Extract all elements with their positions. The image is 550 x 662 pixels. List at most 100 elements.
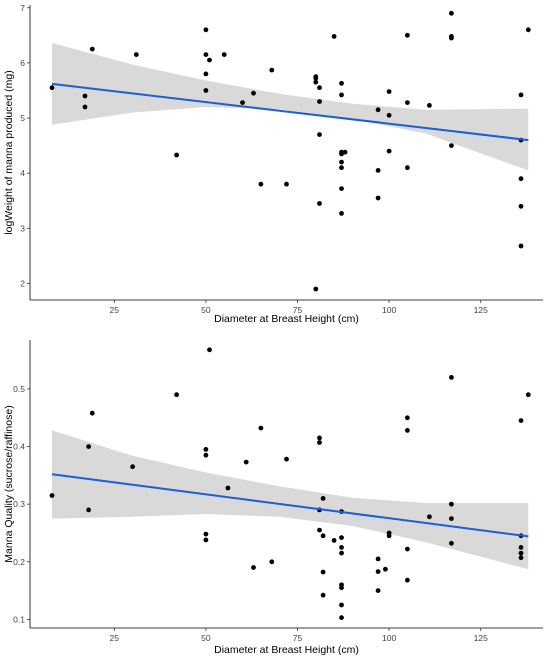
chart1-point-44 xyxy=(427,103,432,108)
chart2-point-48 xyxy=(449,540,454,546)
chart1-point-49 xyxy=(518,92,524,98)
chart2-point-29 xyxy=(339,550,344,556)
chart1-y-tick-label-3: 5 xyxy=(20,113,25,123)
chart1-y-tick-label-4: 6 xyxy=(20,58,25,68)
chart1-point-23 xyxy=(317,132,322,138)
chart2-point-28 xyxy=(339,545,344,550)
chart2-point-0 xyxy=(49,493,55,498)
chart1-point-16 xyxy=(284,181,289,187)
chart2-point-34 xyxy=(375,556,381,562)
chart2-point-25 xyxy=(331,538,337,543)
chart2-point-4 xyxy=(130,464,136,470)
chart1-point-43 xyxy=(405,165,410,171)
chart1-point-27 xyxy=(339,92,344,98)
chart2-point-49 xyxy=(518,418,524,423)
chart1-y-tick-label-1: 3 xyxy=(20,223,25,233)
chart2-point-43 xyxy=(405,577,410,583)
chart1-x-axis-title: Diameter at Breast Height (cm) xyxy=(214,313,359,325)
chart1-point-53 xyxy=(518,243,524,249)
chart1-point-12 xyxy=(240,100,245,105)
chart2-point-52 xyxy=(518,550,524,556)
chart2-fit-line xyxy=(51,473,529,538)
chart2-point-47 xyxy=(449,516,454,521)
chart2-x-tick-label-4: 125 xyxy=(474,633,488,643)
chart2-point-3 xyxy=(89,410,95,416)
chart2-point-54 xyxy=(525,392,531,398)
chart1-point-47 xyxy=(449,35,454,41)
chart2-confidence-band xyxy=(52,430,529,570)
chart2-point-32 xyxy=(339,602,344,608)
chart1-x-tick-label-3: 100 xyxy=(382,305,396,315)
chart2-point-24 xyxy=(320,592,326,598)
chart1-point-6 xyxy=(203,27,209,33)
chart2-point-15 xyxy=(269,559,275,565)
chart1-point-35 xyxy=(375,107,381,113)
chart1-point-11 xyxy=(221,52,227,57)
chart2-point-23 xyxy=(320,569,326,575)
chart1-point-54 xyxy=(525,27,531,33)
chart2-point-1 xyxy=(86,444,91,449)
chart2-point-51 xyxy=(518,545,524,550)
chart1-point-36 xyxy=(375,168,381,173)
chart2-point-13 xyxy=(251,565,256,570)
chart2-point-42 xyxy=(405,546,410,552)
chart2-point-44 xyxy=(427,514,432,520)
chart2-y-tick-label-1: 0.2 xyxy=(13,557,25,567)
chart2-point-14 xyxy=(258,425,264,431)
chart1-x-tick-label-1: 50 xyxy=(201,305,211,315)
chart1-x-tick-label-2: 75 xyxy=(293,305,303,315)
chart2-point-17 xyxy=(317,435,322,441)
chart1-point-30 xyxy=(339,159,344,165)
chart2-y-axis-title: Manna Quality (sucrose/raffinose) xyxy=(3,405,15,562)
chart1-point-8 xyxy=(203,71,209,77)
chart2-point-8 xyxy=(203,531,209,537)
chart1-x-tick-label-4: 125 xyxy=(474,305,488,315)
chart2-y-tick-label-3: 0.4 xyxy=(13,442,25,452)
chart1-point-7 xyxy=(203,52,209,57)
chart1-point-25 xyxy=(331,34,337,39)
chart2-point-10 xyxy=(207,347,212,353)
chart2-point-21 xyxy=(320,496,326,501)
chart2-x-axis-title: Diameter at Breast Height (cm) xyxy=(214,644,359,656)
chart1-point-15 xyxy=(269,67,275,73)
chart1-point-29 xyxy=(339,151,344,157)
chart2-point-35 xyxy=(375,569,381,574)
chart1-point-38 xyxy=(386,89,392,94)
chart1-point-51 xyxy=(518,176,524,182)
chart1-point-14 xyxy=(258,181,264,187)
chart1-point-21 xyxy=(317,85,322,91)
chart1-point-24 xyxy=(317,201,322,206)
chart2-point-33 xyxy=(339,615,344,620)
chart2-point-18 xyxy=(317,440,322,445)
chart2-x-tick-label-2: 75 xyxy=(293,633,303,643)
chart2-point-22 xyxy=(320,533,326,539)
chart1-point-9 xyxy=(203,88,209,93)
chart2-point-37 xyxy=(383,566,388,572)
chart2-point-45 xyxy=(449,375,454,380)
chart2-point-40 xyxy=(405,415,410,421)
chart1-point-2 xyxy=(82,104,88,110)
chart1-fit-line xyxy=(51,82,529,142)
chart2-x-tick-label-1: 50 xyxy=(201,633,211,643)
chart1-point-26 xyxy=(339,80,344,86)
chart1-y-tick-label-2: 4 xyxy=(20,168,25,178)
chart2-point-6 xyxy=(203,447,209,452)
chart1-y-tick-label-5: 7 xyxy=(20,3,25,13)
chart1-point-45 xyxy=(449,10,454,16)
chart1-confidence-band xyxy=(52,43,529,171)
chart2-point-36 xyxy=(375,588,381,593)
chart2-y-tick-label-0: 0.1 xyxy=(13,614,25,624)
chart1-point-32 xyxy=(339,186,344,192)
chart1-point-52 xyxy=(518,203,524,209)
chart2-point-39 xyxy=(386,533,392,539)
chart2-point-31 xyxy=(339,585,344,591)
chart1-point-19 xyxy=(313,79,319,85)
chart1-point-0 xyxy=(49,85,55,91)
chart2-point-11 xyxy=(225,485,231,491)
chart2-point-27 xyxy=(339,535,344,540)
chart1-point-37 xyxy=(375,195,381,201)
chart2-point-5 xyxy=(174,392,180,398)
chart1-x-tick-label-0: 25 xyxy=(110,305,120,315)
chart1-point-1 xyxy=(82,93,88,99)
